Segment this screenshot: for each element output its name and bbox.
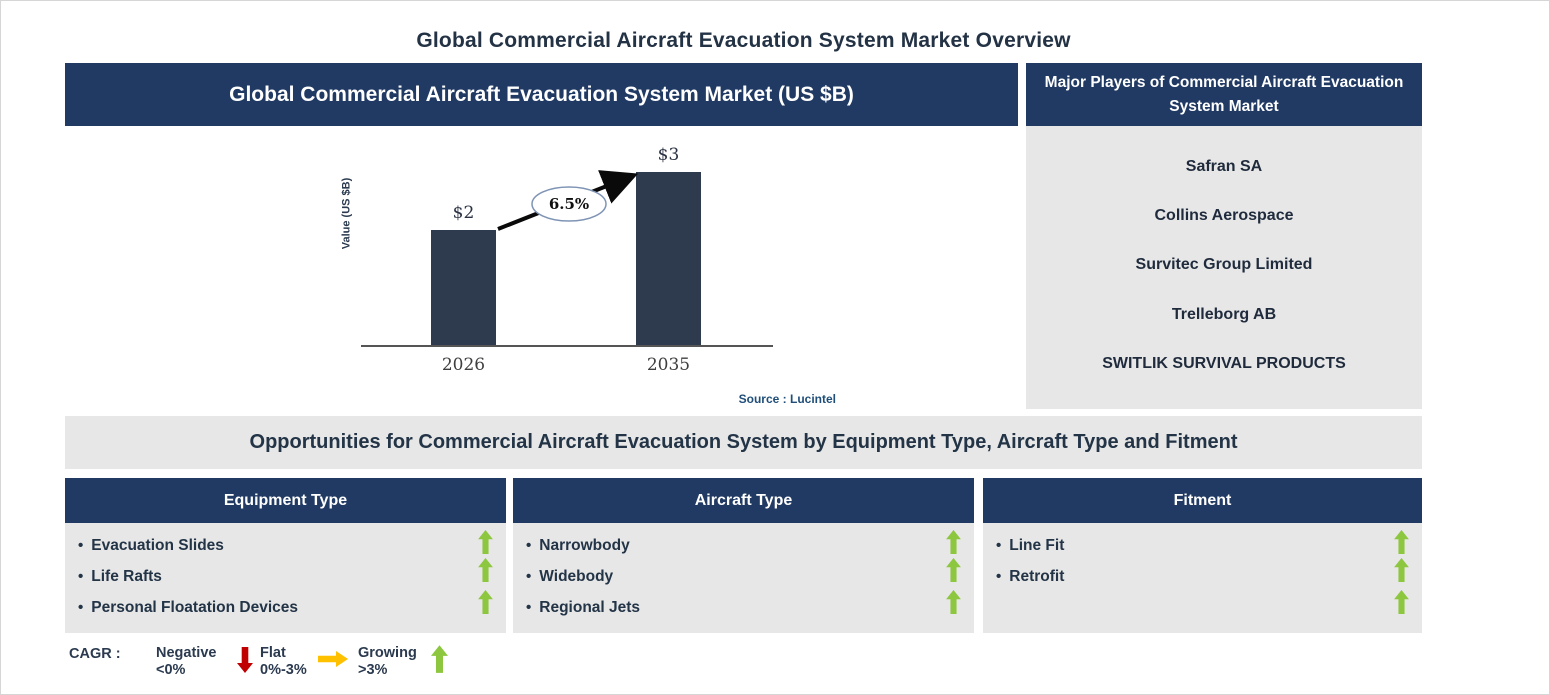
growing-up-arrow-icon: [478, 530, 493, 554]
list-item: • Evacuation Slides: [65, 530, 506, 561]
bar-group-2035: $3: [636, 145, 701, 345]
column-body: • Evacuation Slides • Life Rafts • Perso…: [65, 523, 506, 633]
column-header-label: Aircraft Type: [694, 491, 793, 509]
bullet-icon: •: [78, 537, 84, 554]
source-note: Source : Lucintel: [738, 392, 836, 406]
item-label: Retrofit: [1009, 567, 1065, 585]
item-label: Widebody: [539, 567, 614, 585]
growing-up-arrow-icon: [946, 530, 961, 554]
legend-range: 0%-3%: [260, 662, 307, 678]
item-label: Line Fit: [1009, 536, 1065, 554]
bullet-icon: •: [996, 537, 1002, 554]
list-item: • Regional Jets: [513, 592, 974, 623]
legend-name: Growing: [358, 645, 417, 661]
growing-up-arrow-icon: [1394, 558, 1409, 582]
bar-value-label: $2: [452, 203, 475, 223]
chart-panel-header: Global Commercial Aircraft Evacuation Sy…: [65, 63, 1018, 126]
cagr-ellipse: [531, 186, 607, 222]
list-item: • Personal Floatation Devices: [65, 592, 506, 623]
growth-arrow-graphic: [497, 170, 639, 231]
flat-right-arrow-icon: [318, 651, 348, 667]
bullet-icon: •: [526, 537, 532, 554]
bullet-icon: •: [78, 568, 84, 585]
growing-up-arrow-icon: [1394, 530, 1409, 554]
column-header: Equipment Type: [65, 478, 506, 523]
x-axis-line: [361, 345, 773, 347]
legend-entry-negative: Negative <0%: [156, 645, 216, 679]
cagr-value: 6.5%: [548, 195, 590, 213]
company-name: Survitec Group Limited: [1135, 256, 1313, 274]
item-label: Evacuation Slides: [91, 536, 224, 554]
column-equipment-type: Equipment Type • Evacuation Slides • Lif…: [65, 478, 506, 633]
column-body: • Narrowbody • Widebody • Regional Jets: [513, 523, 974, 633]
item-label: Life Rafts: [91, 567, 162, 585]
legend-entry-flat: Flat 0%-3%: [260, 645, 307, 679]
opportunities-banner-title: Opportunities for Commercial Aircraft Ev…: [249, 431, 1238, 453]
bar-2026: [431, 230, 496, 345]
players-panel-header: Major Players of Commercial Aircraft Eva…: [1026, 63, 1422, 126]
x-tick-2035: 2035: [646, 355, 691, 375]
company-name: Collins Aerospace: [1154, 207, 1294, 225]
company-name: SWITLIK SURVIVAL PRODUCTS: [1102, 355, 1346, 373]
column-body: • Line Fit • Retrofit: [983, 523, 1422, 633]
company-name: Trelleborg AB: [1171, 305, 1277, 323]
growing-up-arrow-icon: [478, 590, 493, 614]
bar-2035: [636, 172, 701, 345]
cagr-legend-label: CAGR :: [69, 646, 121, 662]
column-header: Aircraft Type: [513, 478, 974, 523]
players-panel-title: Major Players of Commercial Aircraft Eva…: [1044, 74, 1404, 115]
bullet-icon: •: [78, 599, 84, 616]
item-label: Personal Floatation Devices: [91, 598, 299, 616]
column-header: Fitment: [983, 478, 1422, 523]
page-title: Global Commercial Aircraft Evacuation Sy…: [416, 29, 1071, 52]
growing-up-arrow-icon: [431, 645, 448, 673]
list-item: • Widebody: [513, 561, 974, 592]
bullet-icon: •: [996, 568, 1002, 585]
players-list: Safran SA Collins Aerospace Survitec Gro…: [1026, 126, 1422, 409]
negative-down-arrow-icon: [237, 647, 253, 673]
legend-name: Negative: [156, 645, 217, 661]
bullet-icon: •: [526, 599, 532, 616]
list-item: • Retrofit: [983, 561, 1422, 592]
list-item: • Life Rafts: [65, 561, 506, 592]
growing-up-arrow-icon: [946, 558, 961, 582]
column-header-label: Fitment: [1173, 491, 1232, 509]
x-tick-2026: 2026: [441, 355, 486, 375]
growing-up-arrow-icon: [946, 590, 961, 614]
bar-group-2026: $2: [431, 203, 496, 345]
legend-range: <0%: [156, 662, 186, 678]
list-item: • Line Fit: [983, 530, 1422, 561]
legend-range: >3%: [358, 662, 388, 678]
bar-value-label: $3: [657, 145, 680, 165]
bar-chart: Value (US $B) $2 $3 2026 2035 6.5%: [65, 126, 1018, 411]
item-label: Narrowbody: [539, 536, 630, 554]
opportunities-banner: Opportunities for Commercial Aircraft Ev…: [65, 416, 1422, 469]
column-header-label: Equipment Type: [223, 491, 348, 509]
company-name: Safran SA: [1185, 157, 1263, 175]
growing-up-arrow-icon: [478, 558, 493, 582]
bullet-icon: •: [526, 568, 532, 585]
legend-name: Flat: [260, 645, 286, 661]
legend-entry-growing: Growing >3%: [358, 645, 417, 679]
column-aircraft-type: Aircraft Type • Narrowbody • Widebody • …: [513, 478, 974, 633]
list-item: • Narrowbody: [513, 530, 974, 561]
chart-panel-title: Global Commercial Aircraft Evacuation Sy…: [229, 82, 854, 106]
column-fitment: Fitment • Line Fit • Retrofit: [983, 478, 1422, 633]
growing-up-arrow-icon: [1394, 590, 1409, 614]
item-label: Regional Jets: [539, 598, 641, 616]
